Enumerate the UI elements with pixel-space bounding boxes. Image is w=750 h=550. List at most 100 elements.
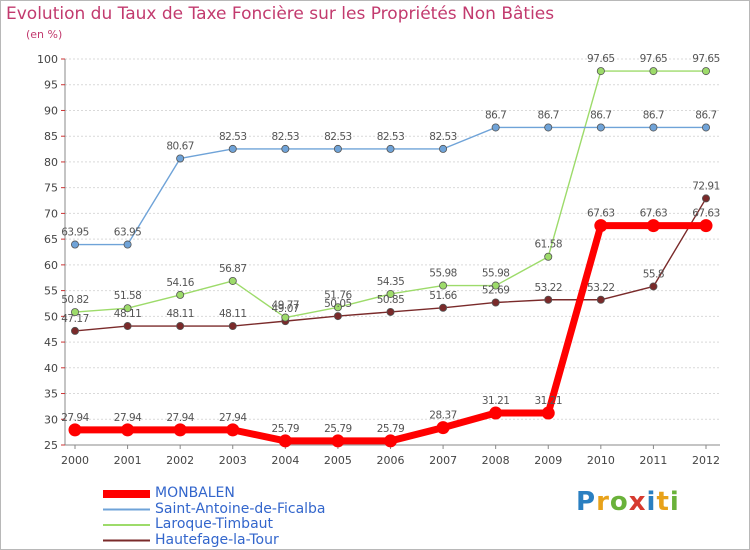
data-label-saint-antoine-de-ficalba: 82.53 [377,131,405,143]
x-tick-label: 2006 [377,454,405,467]
data-label-monbalen: 27.94 [114,412,142,424]
data-point-laroque-timbaut [386,289,395,298]
data-label-hautefage-la-tour: 47.17 [61,313,89,325]
logo-letter: t [656,487,670,517]
logo-letter: o [609,487,629,517]
data-point-monbalen [699,219,713,233]
data-label-hautefage-la-tour: 50.05 [324,298,352,310]
data-point-monbalen [384,434,397,448]
data-label-laroque-timbaut: 55.98 [482,268,510,280]
data-label-saint-antoine-de-ficalba: 63.95 [114,227,142,239]
data-label-hautefage-la-tour: 53.22 [587,282,615,294]
data-point-saint-antoine-de-ficalba [702,123,711,132]
data-label-hautefage-la-tour: 72.91 [692,180,720,192]
chart-title: Evolution du Taux de Taxe Foncière sur l… [6,4,555,24]
y-tick-label: 35 [44,388,58,401]
data-point-laroque-timbaut [71,308,80,317]
data-point-monbalen [331,434,345,448]
x-tick-label: 2004 [271,454,299,467]
data-point-hautefage-la-tour [544,295,553,304]
x-tick-label: 2011 [639,454,667,467]
y-tick-label: 100 [37,53,58,66]
y-tick-label: 95 [44,79,58,92]
data-point-monbalen [68,423,82,437]
data-point-hautefage-la-tour [596,295,605,304]
x-tick-label: 2002 [166,454,194,467]
data-point-saint-antoine-de-ficalba [596,123,605,132]
data-label-saint-antoine-de-ficalba: 86.7 [590,109,611,121]
proxiti-logo: Proxiti [576,487,680,517]
data-point-laroque-timbaut [228,276,237,285]
x-tick-label: 2012 [692,454,720,467]
y-tick-label: 45 [44,336,58,349]
data-label-monbalen: 31.21 [482,395,510,407]
y-tick-label: 55 [44,285,58,298]
data-label-saint-antoine-de-ficalba: 82.53 [324,131,352,143]
data-point-saint-antoine-de-ficalba [176,154,185,163]
data-label-monbalen: 67.63 [640,208,668,220]
data-label-saint-antoine-de-ficalba: 86.7 [538,109,559,121]
data-point-saint-antoine-de-ficalba [123,240,132,249]
y-tick-label: 40 [44,362,58,375]
data-point-monbalen [646,219,660,233]
data-point-saint-antoine-de-ficalba [333,144,342,153]
data-label-laroque-timbaut: 56.87 [219,263,247,275]
data-point-hautefage-la-tour [649,282,658,291]
data-point-monbalen [173,423,187,437]
data-label-saint-antoine-de-ficalba: 82.53 [272,131,300,143]
data-label-hautefage-la-tour: 55.8 [643,268,664,280]
logo-letter: i [669,487,680,517]
y-tick-label: 65 [44,233,58,246]
data-point-saint-antoine-de-ficalba [228,144,237,153]
data-point-hautefage-la-tour [123,322,132,331]
data-label-hautefage-la-tour: 51.66 [429,290,457,302]
data-label-hautefage-la-tour: 53.22 [534,282,562,294]
legend-label: Hautefage-la-Tour [155,531,279,548]
data-label-hautefage-la-tour: 48.11 [219,308,247,320]
data-point-hautefage-la-tour [71,326,80,335]
data-label-saint-antoine-de-ficalba: 82.53 [219,131,247,143]
data-point-saint-antoine-de-ficalba [491,123,500,132]
data-point-monbalen [226,423,240,437]
y-tick-label: 80 [44,156,58,169]
data-label-laroque-timbaut: 55.98 [429,268,457,280]
data-label-monbalen: 25.79 [272,423,300,435]
data-point-monbalen [278,434,292,448]
data-point-laroque-timbaut [544,252,553,261]
x-tick-label: 2003 [219,454,247,467]
data-point-saint-antoine-de-ficalba [544,123,553,132]
data-label-saint-antoine-de-ficalba: 86.7 [695,109,716,121]
y-tick-label: 85 [44,130,58,143]
logo-letter: x [628,487,647,517]
data-label-saint-antoine-de-ficalba: 63.95 [61,227,89,239]
data-point-saint-antoine-de-ficalba [649,123,658,132]
data-label-laroque-timbaut: 51.76 [324,289,352,301]
data-label-laroque-timbaut: 50.82 [61,294,89,306]
data-point-monbalen [436,421,450,435]
x-tick-label: 2005 [324,454,352,467]
data-point-hautefage-la-tour [333,312,342,321]
data-point-hautefage-la-tour [439,303,448,312]
x-tick-label: 2008 [482,454,510,467]
y-tick-label: 30 [44,413,58,426]
data-label-monbalen: 31.21 [534,395,562,407]
data-label-laroque-timbaut: 51.58 [114,290,142,302]
data-point-monbalen [541,406,555,420]
y-tick-label: 70 [44,207,58,220]
data-point-laroque-timbaut [439,281,448,290]
data-point-hautefage-la-tour [491,298,500,307]
data-point-monbalen [594,219,608,233]
data-label-monbalen: 67.63 [692,208,720,220]
data-point-saint-antoine-de-ficalba [71,240,80,249]
data-label-laroque-timbaut: 61.58 [534,239,562,251]
data-point-hautefage-la-tour [176,322,185,331]
y-tick-label: 25 [44,439,58,452]
data-label-hautefage-la-tour: 52.69 [482,284,510,296]
data-label-monbalen: 25.79 [377,423,405,435]
data-point-laroque-timbaut [123,304,132,313]
data-point-hautefage-la-tour [228,322,237,331]
data-point-hautefage-la-tour [702,194,711,203]
data-label-monbalen: 67.63 [587,208,615,220]
data-point-saint-antoine-de-ficalba [281,144,290,153]
